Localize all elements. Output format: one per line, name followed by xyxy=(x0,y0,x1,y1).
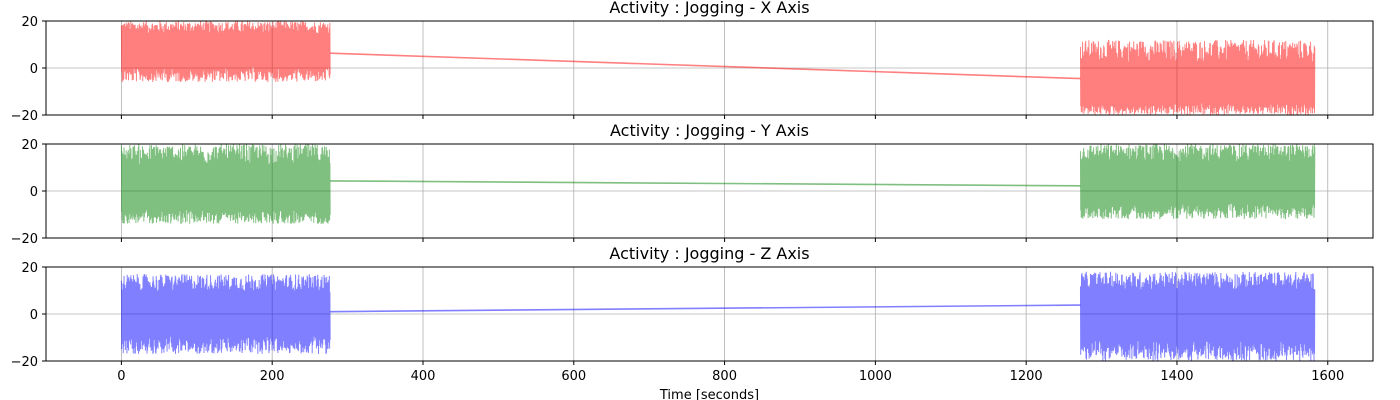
xtick-label: 600 xyxy=(561,369,586,384)
panel-0: −20 0 20 Activity : Jogging - X Axis xyxy=(11,0,1374,124)
ytick-label: 0 xyxy=(30,185,38,200)
signal-segment-1 xyxy=(1079,271,1316,361)
connector-line xyxy=(330,304,1081,313)
xtick-label: 0 xyxy=(117,369,125,384)
ytick-label: 0 xyxy=(30,62,38,77)
series-0 xyxy=(120,21,1316,115)
panel-1: −20 0 20 Activity : Jogging - Y Axis xyxy=(11,121,1374,247)
ytick-label: 0 xyxy=(30,308,38,323)
ytick-label: −20 xyxy=(11,355,38,370)
panel-title: Activity : Jogging - Z Axis xyxy=(609,244,809,263)
xtick-label: 800 xyxy=(712,369,737,384)
signal-segment-1 xyxy=(1079,144,1316,220)
xtick-label: 1400 xyxy=(1160,369,1193,384)
xtick-label: 400 xyxy=(411,369,436,384)
ytick-label: −20 xyxy=(11,232,38,247)
ytick-label: −20 xyxy=(11,109,38,124)
xtick-label: 1200 xyxy=(1010,369,1043,384)
signal-segment-0 xyxy=(120,144,331,224)
x-axis-label: Time [seconds] xyxy=(659,388,759,400)
xtick-label: 1600 xyxy=(1311,369,1344,384)
series-1 xyxy=(120,144,1316,224)
xtick-label: 200 xyxy=(260,369,285,384)
ytick-label: 20 xyxy=(21,261,38,276)
signal-segment-0 xyxy=(120,274,331,354)
signal-segment-1 xyxy=(1079,39,1316,115)
series-2 xyxy=(120,271,1316,361)
panel-title: Activity : Jogging - Y Axis xyxy=(610,121,809,140)
connector-line xyxy=(330,52,1081,80)
signal-segment-0 xyxy=(120,21,331,83)
panel-title: Activity : Jogging - X Axis xyxy=(609,0,809,17)
ytick-label: 20 xyxy=(21,138,38,153)
connector-line xyxy=(330,180,1081,187)
ytick-label: 20 xyxy=(21,15,38,30)
xtick-label: 1000 xyxy=(859,369,892,384)
